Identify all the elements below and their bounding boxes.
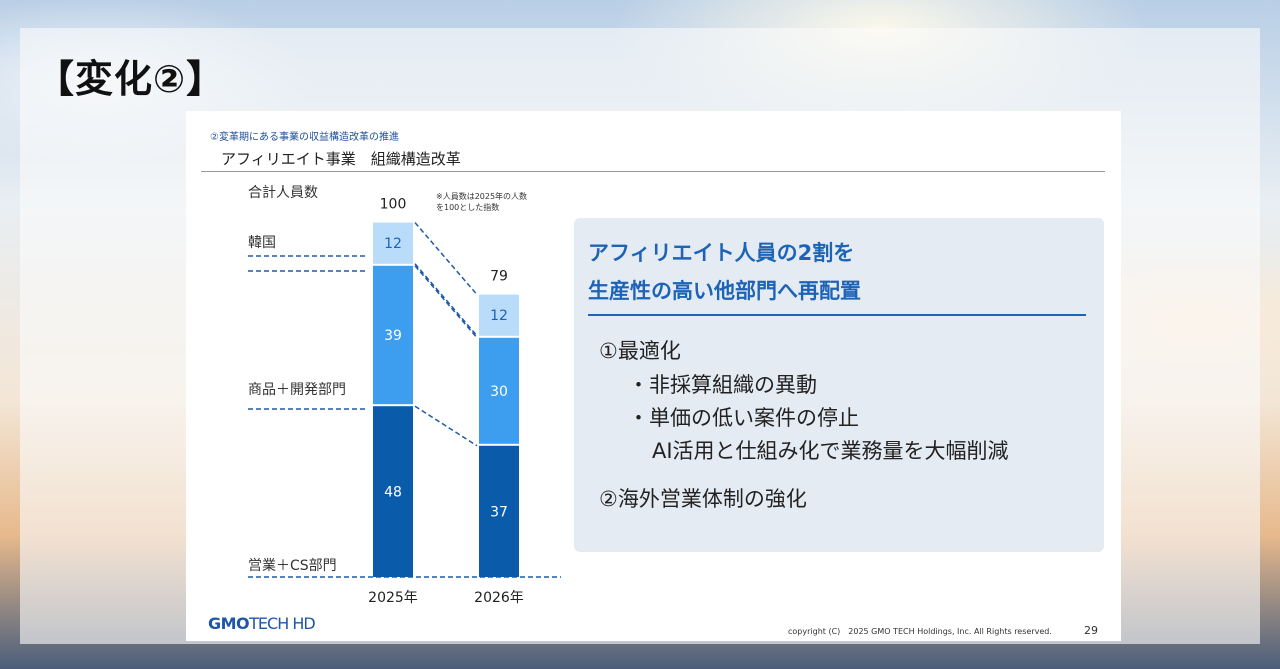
slide-title: アフィリエイト事業 組織構造改革 [221,150,461,168]
bar-value-label: 12 [490,308,508,324]
bar-1-segment-1 [373,406,413,577]
chart-note-line-1: ※人員数は2025年の人数 [436,192,528,201]
summary-callout: アフィリエイト人員の2割を 生産性の高い他部門へ再配置 ①最適化 ・非採算組織の… [574,218,1104,552]
page-number: 29 [1084,624,1098,637]
item-overseas-sales: ②海外営業体制の強化 [599,487,807,511]
page-heading: 【変化②】 [36,57,226,101]
copyright-text: copyright (C) 2025 GMO TECH Holdings, In… [788,627,1052,636]
connector-line-1 [414,222,478,296]
series-label-korea: 韓国 [248,235,276,251]
item-optimization-sub-1: ・非採算組織の異動 [628,373,817,397]
callout-headline: アフィリエイト人員の2割を 生産性の高い他部門へ再配置 [588,234,861,310]
callout-divider [588,314,1086,316]
connector-line-4 [414,405,478,447]
x-tick-label: 2025年 [368,590,418,606]
company-logo: GMOTECH HD [208,614,316,633]
chart-note-line-2: を100とした指数 [436,203,500,212]
item-optimization-sub-2: ・単価の低い案件の停止 [628,406,859,430]
bar-2-segment-2 [479,337,519,444]
series-label-dev: 商品＋開発部門 [248,382,346,398]
bar-value-label: 48 [384,485,402,501]
stacked-bar-chart: 48 39 12 100 2025年 37 30 12 79 2026年 合計人員数韓国商品＋開発部… [248,185,561,606]
item-optimization-sub-3: AI活用と仕組み化で業務量を大幅削減 [652,439,1009,463]
bar-value-label: 30 [490,384,508,400]
logo-gmo: GMO [208,614,250,633]
logo-tech-hd: TECH HD [249,614,316,633]
bar-value-label: 37 [490,504,508,520]
connector-line-2 [414,263,478,337]
bar-total-label: 79 [490,269,508,285]
bar-total-label: 100 [380,197,407,213]
bar-value-label: 12 [384,236,402,252]
callout-headline-line-1: アフィリエイト人員の2割を [588,241,855,265]
series-label-sales: 営業＋CS部門 [248,558,337,574]
callout-headline-line-2: 生産性の高い他部門へ再配置 [588,279,861,303]
total-headcount-label: 合計人員数 [248,185,318,201]
title-divider [201,171,1105,172]
slide-eyebrow: ②変革期にある事業の収益構造改革の推進 [210,132,399,143]
bar-1-segment-3 [373,222,413,264]
chart-note: ※人員数は2025年の人数 を100とした指数 [436,191,527,213]
connector-line-3 [414,265,478,339]
bar-1-segment-2 [373,265,413,405]
bar-value-label: 39 [384,328,402,344]
bar-2-segment-1 [479,445,519,577]
item-optimization: ①最適化 [599,339,681,363]
x-tick-label: 2026年 [474,590,524,606]
slide: ②変革期にある事業の収益構造改革の推進 アフィリエイト事業 組織構造改革 48 3… [186,111,1121,641]
bar-2-segment-3 [479,294,519,336]
